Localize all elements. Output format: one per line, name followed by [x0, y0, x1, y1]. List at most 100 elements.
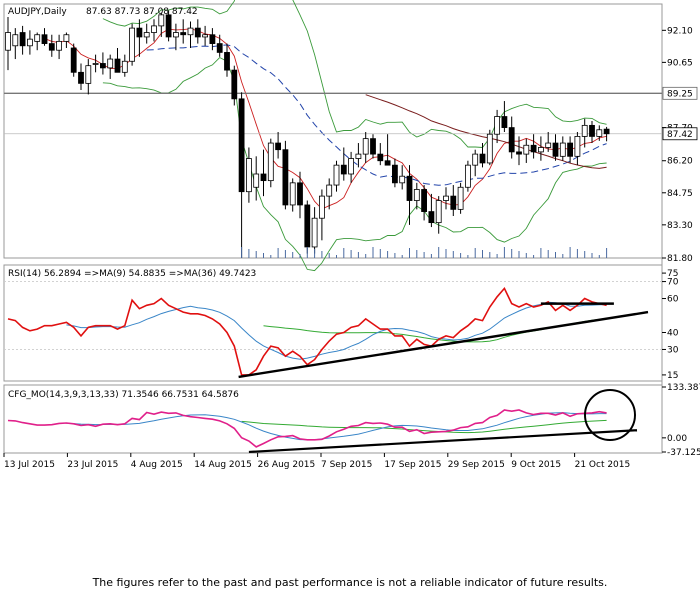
current-price-box	[662, 127, 698, 141]
candle	[275, 132, 282, 159]
candle	[41, 28, 48, 46]
candle	[194, 19, 201, 44]
candle-body	[391, 164, 398, 184]
candle	[603, 126, 610, 142]
candle	[501, 101, 508, 132]
candle-body	[340, 164, 347, 175]
candle	[165, 10, 172, 42]
disclaimer-text: The figures refer to the past and past p…	[92, 576, 608, 589]
candle	[5, 17, 11, 71]
cfg-tick-label: 0.00	[667, 434, 687, 444]
candle	[92, 54, 99, 73]
x-tick-label: 17 Sep 2015	[384, 460, 441, 470]
candle	[340, 147, 347, 181]
candle-body	[19, 32, 26, 47]
candle	[121, 54, 128, 77]
candle	[494, 109, 501, 144]
level-price-box	[662, 86, 698, 100]
candle	[457, 182, 464, 214]
x-tick-label: 29 Sep 2015	[448, 460, 505, 470]
candle-body	[370, 138, 376, 155]
candle-body	[48, 43, 55, 51]
cfg-slow-line	[241, 419, 607, 434]
candle-body	[282, 149, 289, 206]
candle-body	[172, 32, 179, 38]
candle	[362, 132, 369, 163]
candle	[289, 178, 296, 212]
candle	[538, 136, 544, 161]
candle-body	[275, 142, 282, 151]
cfg-layer	[7, 389, 638, 454]
candle	[523, 138, 530, 163]
candle	[472, 149, 479, 177]
candle-body	[589, 124, 595, 137]
candle-body	[516, 151, 522, 155]
price-chart-title: AUDJPY,Daily	[8, 7, 67, 17]
rsi-layer	[4, 281, 662, 379]
candle-body	[107, 58, 114, 69]
cfg-signal-line	[66, 412, 607, 441]
candle-body	[129, 27, 136, 62]
candle	[581, 118, 588, 148]
candle-body	[5, 32, 11, 51]
volume-ticks	[241, 247, 608, 258]
candle	[267, 138, 274, 188]
rsi-tick-label: 40	[667, 328, 679, 338]
candle	[260, 149, 267, 197]
candle	[187, 21, 194, 48]
candle-body	[311, 217, 318, 248]
candle	[158, 12, 165, 37]
x-tick-label: 4 Aug 2015	[131, 460, 183, 470]
candle-body	[297, 182, 303, 206]
candle-body	[399, 175, 406, 184]
price-tick-label: 81.80	[667, 254, 693, 264]
candle-body	[486, 133, 493, 164]
candle-body	[245, 158, 252, 193]
candle	[107, 54, 114, 79]
candle-body	[63, 34, 70, 42]
candle-body	[406, 175, 413, 201]
candle-body	[34, 34, 41, 42]
cfg-tick-label: 133.387	[667, 383, 700, 393]
candle-body	[114, 58, 121, 73]
price-ohlc-readout: 87.63 87.73 87.08 87.42	[86, 7, 198, 17]
candle	[530, 134, 537, 159]
candle	[100, 52, 106, 75]
candle	[355, 143, 362, 168]
candle-body	[450, 195, 457, 210]
candle-body	[100, 63, 106, 69]
candle-body	[523, 144, 530, 155]
rsi-support-trendline	[238, 310, 649, 379]
rsi-tick-label: 70	[667, 278, 679, 288]
candle-body	[581, 124, 588, 137]
candle	[172, 23, 179, 51]
candle	[151, 19, 157, 42]
price-axis: 92.1090.6589.2587.7087.4286.2084.7583.30…	[662, 26, 698, 264]
candle-body	[530, 144, 537, 153]
current-price-label: 87.42	[667, 130, 693, 140]
candle-body	[508, 127, 515, 153]
candle	[209, 28, 216, 51]
x-tick-label: 7 Sep 2015	[321, 460, 372, 470]
cfg-momentum-line	[7, 409, 607, 448]
candle-body	[267, 142, 274, 182]
candle	[245, 147, 252, 203]
candle	[136, 19, 143, 57]
candle	[63, 32, 70, 48]
candle-body	[428, 211, 435, 224]
candle	[545, 132, 552, 152]
rsi-tick-label: 30	[667, 345, 679, 355]
candle-body	[26, 38, 33, 47]
price-tick-label: 86.20	[667, 157, 693, 167]
slow-ma-line	[365, 94, 607, 169]
candle-body	[143, 32, 150, 38]
candle-body	[494, 116, 501, 135]
candle	[78, 63, 84, 90]
x-tick-label: 23 Jul 2015	[67, 460, 118, 470]
x-axis: 13 Jul 2015 23 Jul 2015 4 Aug 2015 14 Aug 2…	[3, 453, 630, 470]
candle	[202, 25, 209, 46]
candle-body	[238, 98, 245, 193]
candle	[413, 182, 420, 210]
candle-body	[552, 142, 559, 157]
candle-body	[377, 153, 384, 162]
